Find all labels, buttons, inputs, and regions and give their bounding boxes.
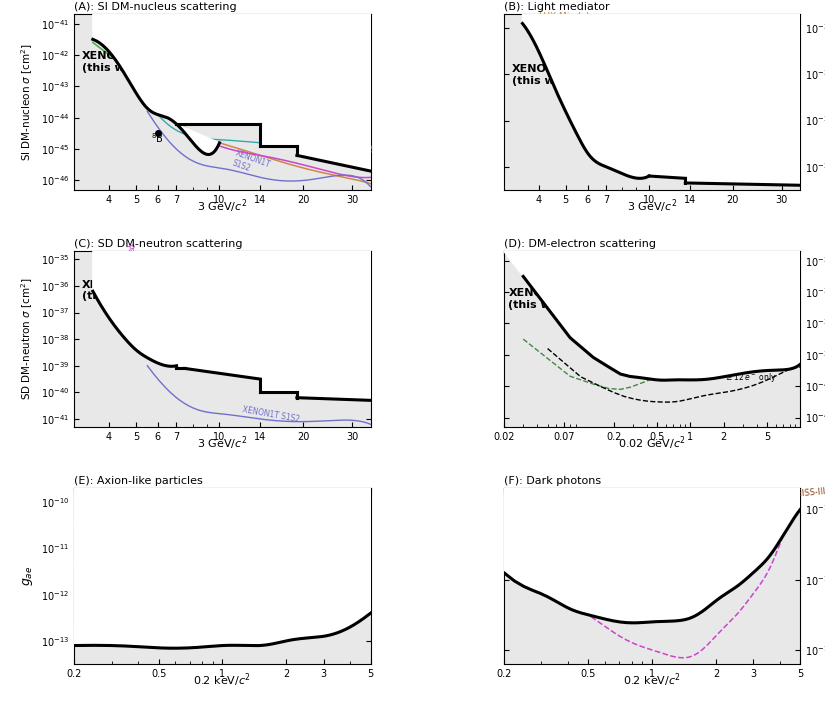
- Text: XENON1T
(this work): XENON1T (this work): [82, 280, 150, 301]
- Text: CoGeNT: CoGeNT: [167, 555, 204, 564]
- Text: 3 GeV/$c^2$: 3 GeV/$c^2$: [627, 198, 677, 216]
- Polygon shape: [522, 14, 800, 185]
- Text: 0.2 keV/$c^2$: 0.2 keV/$c^2$: [623, 672, 681, 690]
- Polygon shape: [504, 251, 800, 380]
- Polygon shape: [93, 251, 370, 401]
- Text: 3 GeV/$c^2$: 3 GeV/$c^2$: [197, 198, 247, 216]
- Text: XENON1T
(this work): XENON1T (this work): [512, 64, 580, 86]
- Text: XENON1T
(this work): XENON1T (this work): [83, 529, 152, 550]
- Polygon shape: [74, 488, 370, 648]
- Text: An et al.
(energy loss in stars): An et al. (energy loss in stars): [512, 531, 593, 550]
- Text: Essig et al. (XENON10): Essig et al. (XENON10): [570, 306, 650, 357]
- Polygon shape: [504, 488, 800, 623]
- Text: XENON1T
(this work): XENON1T (this work): [508, 288, 577, 310]
- Text: PandaX-II: PandaX-II: [260, 629, 301, 638]
- Text: 3 GeV/$c^2$: 3 GeV/$c^2$: [197, 435, 247, 453]
- Text: 0.2 keV/$c^2$: 0.2 keV/$c^2$: [193, 672, 252, 690]
- Text: XENON100 S2-only: XENON100 S2-only: [268, 106, 349, 126]
- Text: PandaX-II: PandaX-II: [123, 243, 146, 286]
- Text: DarkSide-50 S2-only: DarkSide-50 S2-only: [242, 84, 328, 98]
- Text: LUX Migdal: LUX Migdal: [539, 12, 588, 21]
- Text: LUX: LUX: [140, 61, 158, 69]
- Text: XENON1T
(this work): XENON1T (this work): [82, 51, 150, 73]
- Text: XENON1T
S1S2: XENON1T S1S2: [231, 149, 272, 179]
- Text: (D): DM-electron scattering: (D): DM-electron scattering: [504, 239, 656, 249]
- Text: (E): Axion-like particles: (E): Axion-like particles: [74, 476, 203, 486]
- Text: XENON1T
(this work): XENON1T (this work): [512, 546, 581, 568]
- Text: (B): Light mediator: (B): Light mediator: [504, 2, 610, 12]
- Text: CDMSLite: CDMSLite: [177, 259, 220, 268]
- Y-axis label: SD DM-neutron $\sigma$ [cm$^2$]: SD DM-neutron $\sigma$ [cm$^2$]: [20, 278, 35, 401]
- Text: $^8$B: $^8$B: [151, 131, 163, 145]
- Text: (C): SD DM-neutron scattering: (C): SD DM-neutron scattering: [74, 239, 243, 249]
- Text: (A): SI DM-nucleus scattering: (A): SI DM-nucleus scattering: [74, 2, 237, 12]
- Y-axis label: SI DM-nucleon $\sigma$ [cm$^2$]: SI DM-nucleon $\sigma$ [cm$^2$]: [20, 43, 35, 161]
- Text: DarkSide-50: DarkSide-50: [710, 307, 766, 316]
- Text: LUX: LUX: [129, 308, 145, 317]
- Polygon shape: [93, 14, 370, 171]
- Text: EDELWEISS-III: EDELWEISS-III: [260, 583, 322, 592]
- Text: (F): Dark photons: (F): Dark photons: [504, 476, 601, 486]
- Text: $\geq 12\, e^-$ only: $\geq 12\, e^-$ only: [724, 371, 776, 384]
- Text: PandaX-II: PandaX-II: [566, 59, 594, 99]
- Text: XENON1T S1S2: XENON1T S1S2: [242, 405, 300, 423]
- Text: PandaX-II: PandaX-II: [167, 101, 209, 111]
- Y-axis label: $g_{ae}$: $g_{ae}$: [21, 566, 35, 586]
- Text: LUX: LUX: [266, 620, 283, 629]
- Text: XENON100 S1S2: XENON100 S1S2: [303, 143, 373, 154]
- Text: 0.02 GeV/$c^2$: 0.02 GeV/$c^2$: [618, 435, 686, 453]
- Text: EDELWEISS-III: EDELWEISS-III: [767, 487, 825, 501]
